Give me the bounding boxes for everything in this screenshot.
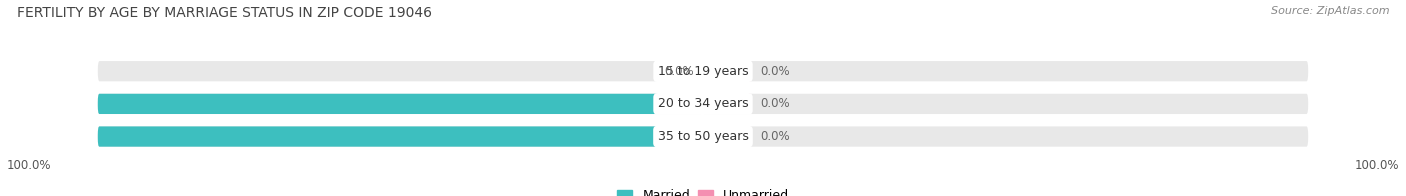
Text: FERTILITY BY AGE BY MARRIAGE STATUS IN ZIP CODE 19046: FERTILITY BY AGE BY MARRIAGE STATUS IN Z… bbox=[17, 6, 432, 20]
Text: Source: ZipAtlas.com: Source: ZipAtlas.com bbox=[1271, 6, 1389, 16]
Text: 20 to 34 years: 20 to 34 years bbox=[658, 97, 748, 110]
Legend: Married, Unmarried: Married, Unmarried bbox=[612, 184, 794, 196]
Text: 100.0%: 100.0% bbox=[39, 97, 89, 110]
FancyBboxPatch shape bbox=[98, 94, 703, 114]
FancyBboxPatch shape bbox=[703, 126, 751, 147]
FancyBboxPatch shape bbox=[703, 94, 1308, 114]
FancyBboxPatch shape bbox=[98, 126, 703, 147]
Text: 0.0%: 0.0% bbox=[761, 97, 790, 110]
FancyBboxPatch shape bbox=[703, 61, 751, 81]
FancyBboxPatch shape bbox=[98, 94, 703, 114]
Text: 35 to 50 years: 35 to 50 years bbox=[658, 130, 748, 143]
Text: 0.0%: 0.0% bbox=[761, 130, 790, 143]
Text: 0.0%: 0.0% bbox=[761, 65, 790, 78]
FancyBboxPatch shape bbox=[98, 61, 703, 81]
Text: 100.0%: 100.0% bbox=[7, 159, 52, 172]
FancyBboxPatch shape bbox=[98, 126, 703, 147]
FancyBboxPatch shape bbox=[703, 61, 1308, 81]
FancyBboxPatch shape bbox=[703, 94, 751, 114]
Text: 100.0%: 100.0% bbox=[1354, 159, 1399, 172]
Text: 100.0%: 100.0% bbox=[39, 130, 89, 143]
FancyBboxPatch shape bbox=[703, 126, 1308, 147]
Text: 15 to 19 years: 15 to 19 years bbox=[658, 65, 748, 78]
Text: 0.0%: 0.0% bbox=[664, 65, 695, 78]
